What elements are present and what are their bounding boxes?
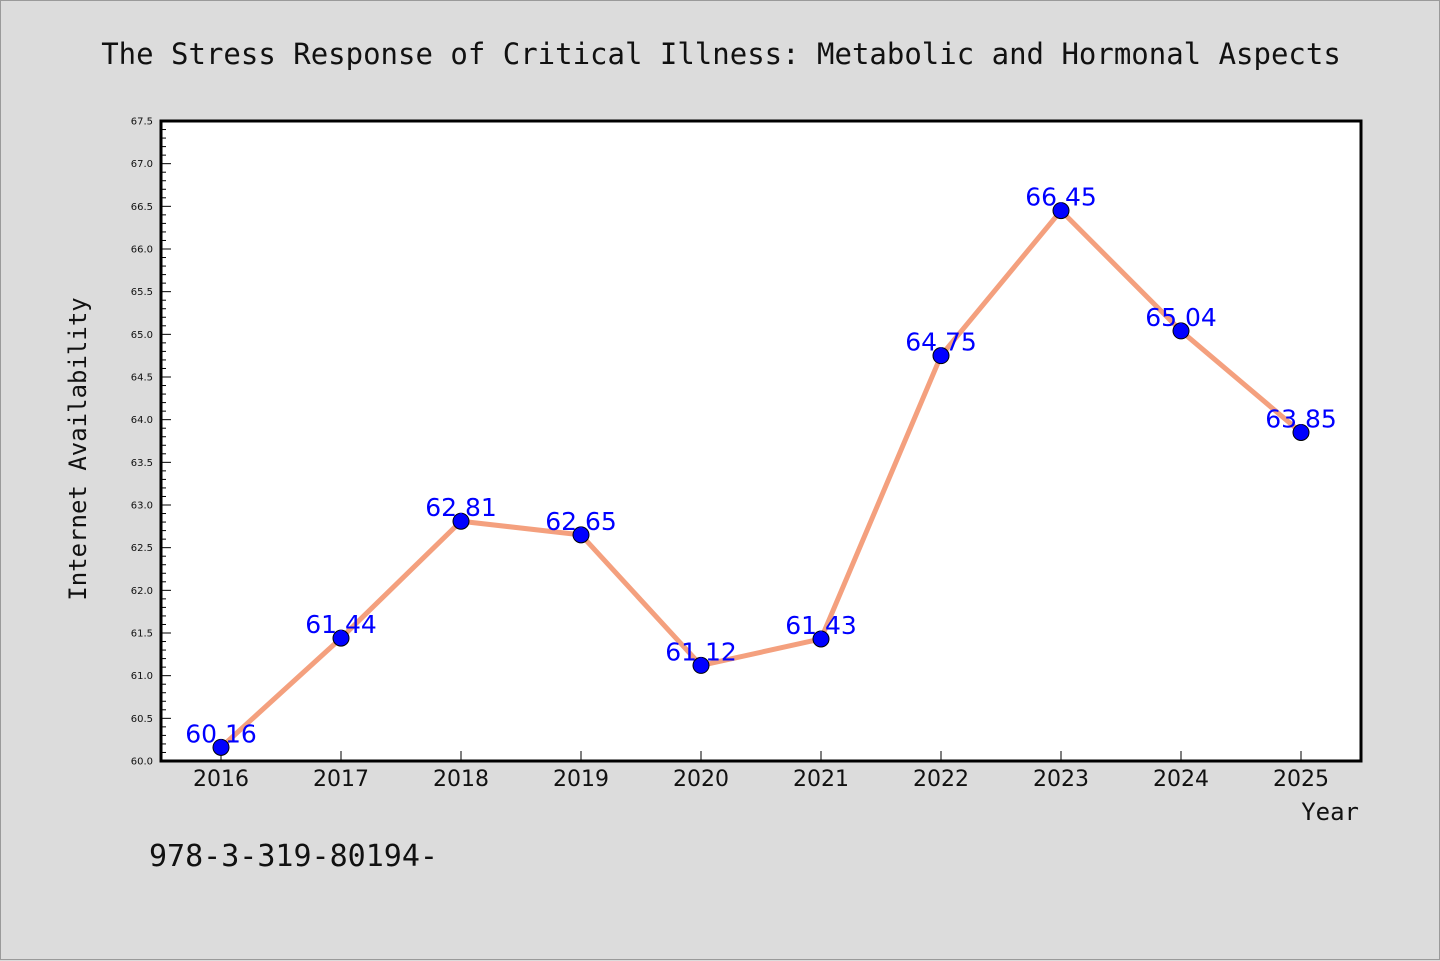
y-tick-label: 62.5 [131,543,153,554]
y-tick-label: 60.0 [131,757,153,768]
plot-border [159,119,1363,763]
data-point [1292,423,1310,441]
data-point [572,526,590,544]
y-tick-label: 63.5 [131,458,153,469]
data-point [692,656,710,674]
data-label: 64.75 [905,328,977,357]
y-tick-label: 64.0 [131,415,153,426]
data-label: 62.65 [545,507,617,536]
x-tick-label: 2020 [673,767,729,792]
series-line [219,208,1303,750]
data-point [1172,322,1190,340]
y-tick-label: 63.0 [131,501,153,512]
x-tick-label: 2022 [913,767,969,792]
footer-text: 978-3-319-80194- [149,839,438,874]
data-label: 63.85 [1265,404,1337,433]
x-tick-label: 2017 [313,767,369,792]
x-tick-label: 2018 [433,767,489,792]
y-tick-label: 62.0 [131,586,153,597]
data-point [452,512,470,530]
data-label: 61.12 [665,637,737,666]
y-tick-label: 61.5 [131,629,153,640]
data-label: 65.04 [1145,303,1217,332]
data-point [1052,202,1070,220]
y-tick-label: 64.5 [131,373,153,384]
data-point [212,738,230,756]
y-tick-label: 66.5 [131,202,153,213]
data-label: 62.81 [425,493,497,522]
x-axis-ticks: 2016 2017 2018 2019 2020 2021 2022 2023 2024 2025 [193,751,1329,792]
y-tick-label: 60.5 [131,714,153,725]
x-tick-label: 2025 [1273,767,1329,792]
data-point [332,629,350,647]
y-tick-label: 61.0 [131,671,153,682]
chart-title: The Stress Response of Critical Illness:… [101,37,1341,71]
x-tick-label: 2016 [193,767,249,792]
data-point [932,347,950,365]
y-axis-title: Internet Availability [64,297,92,600]
data-label: 60.16 [185,719,257,748]
y-tick-label: 65.0 [131,330,153,341]
data-point [812,630,830,648]
data-label: 66.45 [1025,183,1097,212]
y-tick-label: 65.5 [131,287,153,298]
series-layer: 60.16 61.44 62.81 62.65 61.12 61.43 64.75 66.45… [185,183,1337,756]
data-label: 61.43 [785,611,857,640]
x-tick-label: 2023 [1033,767,1089,792]
plot-area [161,121,1361,761]
x-tick-label: 2024 [1153,767,1209,792]
x-tick-label: 2021 [793,767,849,792]
y-tick-label: 66.0 [131,245,153,256]
y-tick-label: 67.0 [131,159,153,170]
x-tick-label: 2019 [553,767,609,792]
x-axis-title: Year [1301,798,1359,826]
y-tick-label: 67.5 [131,117,153,128]
data-label: 61.44 [305,610,377,639]
